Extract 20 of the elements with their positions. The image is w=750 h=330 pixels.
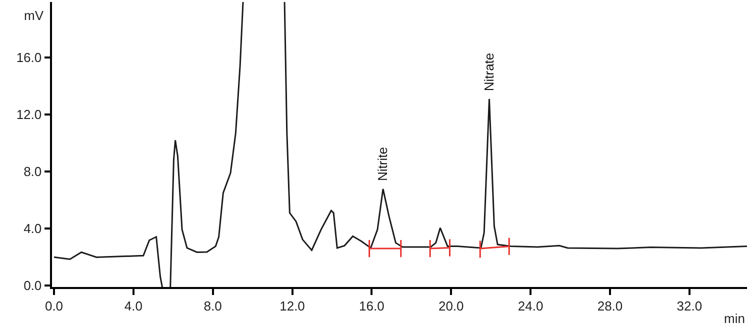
y-tick-label: 4.0 (24, 221, 42, 236)
x-tick-label: 8.0 (204, 298, 222, 314)
x-tick-label: 28.0 (597, 298, 623, 314)
x-tick-label: 32.0 (676, 298, 702, 314)
x-tick-label: 4.0 (124, 298, 142, 314)
x-tick-label: 20.0 (438, 298, 464, 314)
y-tick-label: 8.0 (24, 164, 42, 180)
annotation: Nitrate (481, 52, 496, 92)
x-tick-label: 12.0 (280, 298, 305, 314)
x-tick-label: 16.0 (359, 298, 384, 314)
x-axis-title: min (724, 311, 745, 326)
y-tick-label: 12.0 (16, 107, 42, 122)
line-series (479, 237, 510, 259)
x-tick-label: 0.0 (44, 298, 64, 314)
annotation: Nitrite (375, 147, 390, 181)
y-tick-label: 16.0 (16, 50, 42, 66)
y-axis-title: mV (24, 8, 44, 23)
line-series (429, 238, 450, 258)
x-tick-label: 24.0 (518, 298, 544, 314)
y-tick-label: 0.0 (24, 278, 42, 294)
